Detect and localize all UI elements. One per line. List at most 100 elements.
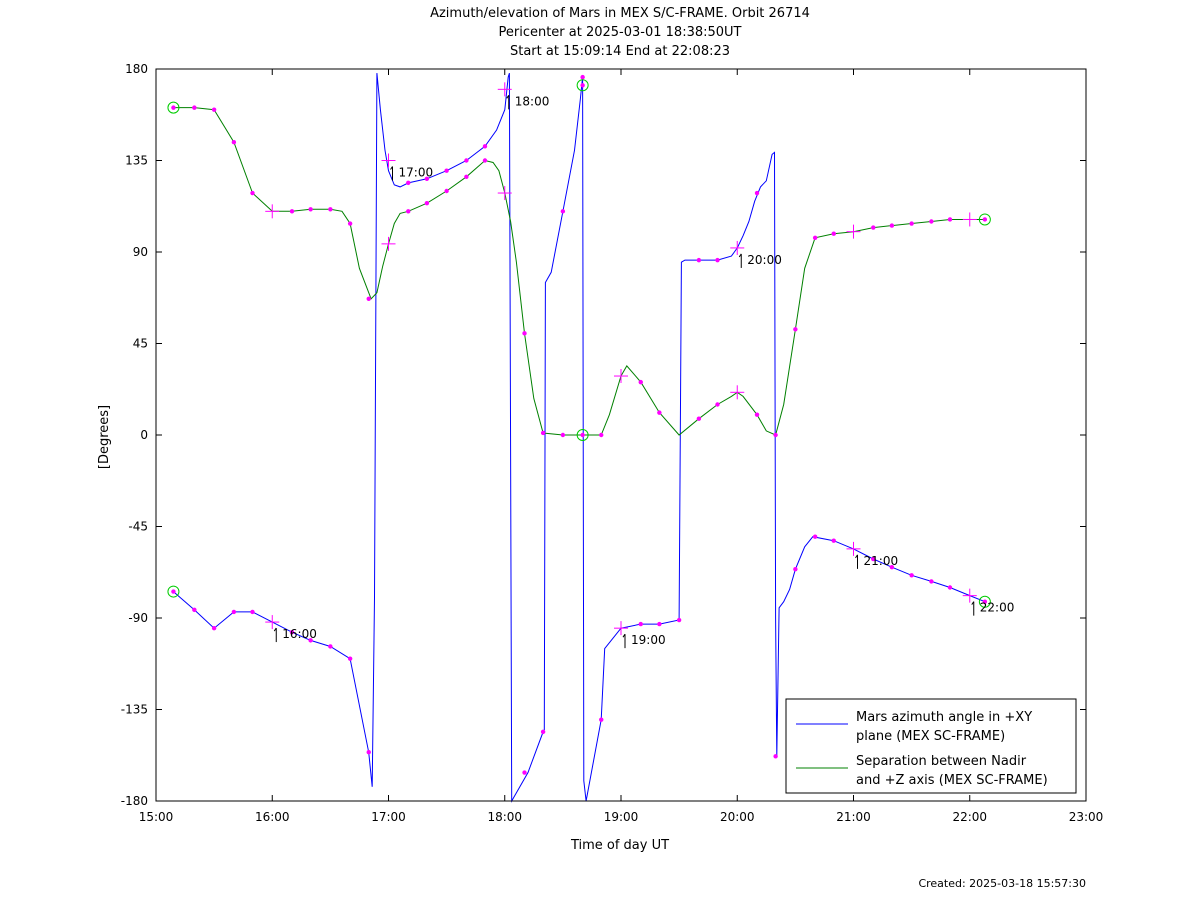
separation-sample-dot	[464, 174, 469, 179]
separation-sample-dot	[424, 201, 430, 206]
x-tick-label: 16:00	[255, 810, 290, 824]
separation-sample-dot	[831, 231, 836, 236]
chart-title: Azimuth/elevation of Mars in MEX S/C-FRA…	[0, 4, 1200, 61]
hour-cross-marker	[381, 153, 396, 168]
separation-sample-dot	[793, 327, 798, 332]
separation-sample-dot	[909, 221, 914, 226]
azimuth-sample-dot	[773, 754, 778, 759]
hour-annotation-label: 19:00	[631, 633, 666, 647]
separation-sample-dot	[366, 296, 371, 301]
hour-annotation: 20:00	[738, 253, 782, 268]
separation-sample-dot	[812, 235, 818, 240]
azimuth-sample-dot	[871, 556, 876, 562]
hour-cross-marker	[962, 588, 977, 603]
hour-cross-marker	[962, 212, 977, 227]
start-end-circle-marker	[576, 79, 589, 92]
azimuth-sample-dot	[522, 770, 527, 775]
azimuth-sample-dot	[831, 538, 836, 543]
hour-annotations: 16:00 17:00 18:00 19:00 20:00 21:00 22:00	[273, 94, 1014, 649]
azimuth-sample-dot	[289, 630, 295, 635]
azimuth-sample-dot	[308, 638, 313, 643]
azimuth-sample-dot	[328, 644, 333, 649]
x-tick-label: 22:00	[952, 810, 987, 824]
separation-sample-dot	[696, 416, 702, 421]
hour-annotation: 21:00	[855, 554, 899, 569]
y-tick-label: 135	[125, 154, 148, 168]
hour-annotation-label: 18:00	[515, 94, 550, 108]
y-tick-label: 90	[133, 245, 148, 259]
azimuth-sample-dot	[211, 625, 217, 631]
azimuth-sample-dot	[715, 257, 720, 263]
separation-sample-dot	[347, 221, 353, 226]
legend-label-separation-1: Separation between Nadir	[856, 754, 1027, 769]
legend-label-separation-2: and +Z axis (MEX SC-FRAME)	[856, 773, 1048, 788]
separation-sample-dot	[773, 432, 778, 438]
azimuth-sample-dot	[192, 607, 197, 613]
azimuth-sample-dot	[657, 621, 662, 627]
x-tick-label: 15:00	[139, 810, 174, 824]
separation-sample-dot	[289, 209, 295, 214]
hour-cross-marker	[497, 82, 512, 97]
plot-lines	[173, 72, 986, 803]
azimuth-sample-dot	[231, 609, 237, 615]
y-tick-label: -180	[121, 794, 148, 808]
y-tick-label: -45	[128, 520, 148, 534]
azimuth-sample-dot	[909, 573, 914, 578]
x-axis-label: Time of day UT	[570, 838, 669, 853]
separation-sample-dot	[231, 140, 237, 145]
azimuth-sample-dot	[347, 656, 353, 661]
azimuth-sample-dot	[366, 750, 371, 755]
x-tick-label: 19:00	[604, 810, 639, 824]
legend-label-azimuth-2: plane (MEX SC-FRAME)	[856, 729, 1005, 744]
azimuth-sample-dot	[540, 729, 546, 735]
start-end-circle-marker	[167, 101, 180, 114]
azimuth-sample-dot	[812, 534, 818, 539]
hour-annotation: 17:00	[390, 166, 433, 181]
x-tick-label: 17:00	[371, 810, 406, 824]
hour-cross-marker	[730, 385, 745, 400]
y-tick-label: -135	[121, 703, 148, 717]
y-axis-label: [Degrees]	[97, 405, 112, 469]
separation-sample-dot	[250, 190, 255, 196]
hour-annotation-label: 16:00	[282, 627, 317, 641]
plot-frame	[155, 68, 1087, 802]
azimuth-sample-dot	[599, 717, 604, 722]
separation-sample-dot	[599, 432, 604, 438]
hour-annotation: 16:00	[273, 627, 317, 643]
created-timestamp: Created: 2025-03-18 15:57:30	[918, 877, 1086, 890]
hour-cross-marker	[614, 621, 628, 636]
start-end-circle-marker	[576, 429, 589, 441]
hour-cross-marker	[497, 186, 512, 201]
separation-sample-dot	[871, 225, 876, 230]
x-tick-label: 23:00	[1069, 810, 1104, 824]
hour-annotation-label: 21:00	[864, 554, 899, 568]
azimuth-sample-dot	[464, 158, 469, 163]
separation-sample-dot	[715, 402, 720, 407]
y-tick-label: 45	[133, 337, 148, 351]
series-line-azimuth	[173, 72, 986, 803]
azimuth-sample-dot	[560, 209, 566, 214]
separation-sample-dot	[754, 412, 760, 417]
y-tick-label: 180	[125, 62, 148, 76]
x-tick-label: 21:00	[836, 810, 871, 824]
separation-sample-dot	[929, 219, 934, 224]
hour-annotation: 18:00	[506, 94, 550, 110]
azimuth-sample-dot	[250, 609, 255, 615]
separation-sample-dot	[192, 105, 197, 110]
legend-label-azimuth-1: Mars azimuth angle in +XY	[856, 710, 1032, 725]
hour-cross-marker	[614, 369, 628, 384]
title-line-2: Pericenter at 2025-03-01 18:38:50UT	[498, 25, 742, 40]
separation-sample-dot	[328, 207, 333, 212]
azimuth-sample-dot	[696, 257, 702, 263]
azimuth-sample-dot	[580, 74, 585, 80]
axis-ticks: 15:00 16:00 17:00 18:00 19:00 20:00 21:00 22:00…	[121, 62, 1104, 824]
hour-cross-marker	[265, 615, 280, 630]
start-end-circle-marker	[978, 213, 991, 226]
legend-box	[785, 698, 1077, 794]
separation-sample-dot	[444, 188, 449, 194]
azimuth-sample-dot	[638, 621, 643, 627]
title-line-1: Azimuth/elevation of Mars in MEX S/C-FRA…	[430, 6, 810, 21]
series-line-separation	[173, 107, 985, 436]
azimuth-sample-dot	[793, 567, 798, 572]
azimuth-sample-dot	[676, 617, 682, 623]
